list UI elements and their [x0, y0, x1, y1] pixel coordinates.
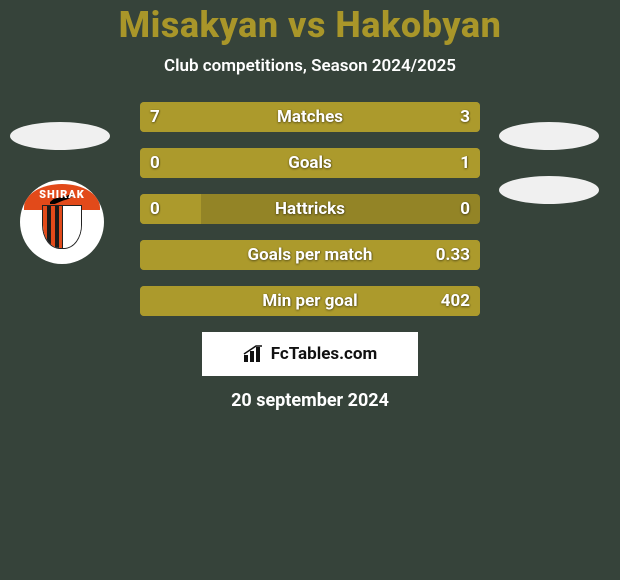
comparison-infographic: Misakyan vs Hakobyan Club competitions, … — [0, 0, 620, 580]
crest-shield-icon — [42, 205, 82, 249]
bar-row: 0.33Goals per match — [140, 240, 480, 270]
crest-stripes — [43, 206, 62, 248]
subtitle: Club competitions, Season 2024/2025 — [0, 56, 620, 76]
player-right-crest-placeholder — [499, 176, 599, 204]
club-crest-left: SHIRAK — [20, 180, 104, 264]
player-right-name: Hakobyan — [335, 4, 501, 46]
bar-label: Min per goal — [140, 286, 480, 316]
player-left-name: Misakyan — [119, 4, 279, 46]
bar-row: 01Goals — [140, 148, 480, 178]
footer-date: 20 september 2024 — [0, 390, 620, 411]
bar-row: 402Min per goal — [140, 286, 480, 316]
bar-row: 73Matches — [140, 102, 480, 132]
bar-chart-icon — [243, 345, 265, 363]
watermark-text: FcTables.com — [271, 344, 377, 364]
bar-label: Hattricks — [140, 194, 480, 224]
player-right-face-placeholder — [499, 122, 599, 150]
bar-row: 00Hattricks — [140, 194, 480, 224]
player-left-face-placeholder — [10, 122, 110, 150]
bar-label: Goals — [140, 148, 480, 178]
bar-label: Goals per match — [140, 240, 480, 270]
watermark: FcTables.com — [202, 332, 418, 376]
crest-name: SHIRAK — [39, 188, 85, 201]
page-title: Misakyan vs Hakobyan — [0, 4, 620, 46]
comparison-bars: 73Matches 01Goals 00Hattricks 0.33Goals per… — [140, 102, 480, 316]
crest-solid — [62, 206, 81, 248]
vs-separator: vs — [288, 4, 326, 46]
bar-label: Matches — [140, 102, 480, 132]
